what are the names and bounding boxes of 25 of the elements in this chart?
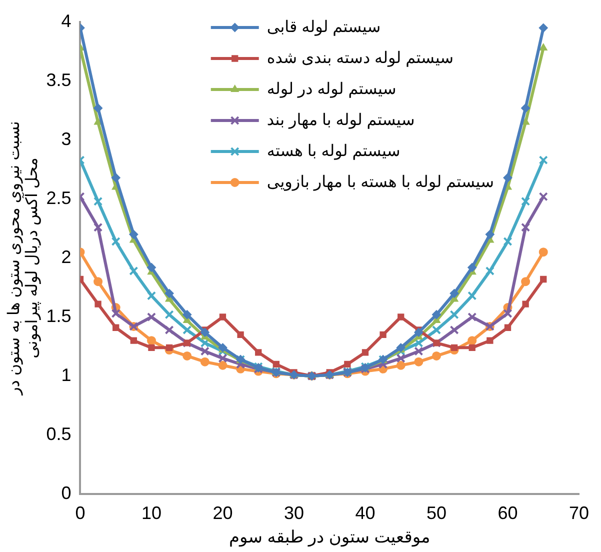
y-tick-label: 4 xyxy=(61,10,72,31)
y-tick-label: 0.5 xyxy=(46,424,72,444)
y-tick-label: 1.5 xyxy=(46,306,72,326)
y-tick-label: 2 xyxy=(61,246,72,267)
x-tick-label: 10 xyxy=(141,502,162,523)
y-tick-label: 1 xyxy=(61,364,72,385)
legend-label: سیستم لوله در لوله xyxy=(266,80,396,98)
y-tick-label: 0 xyxy=(61,482,72,503)
legend-label: سیستم لوله قابی xyxy=(266,18,381,36)
x-tick-label: 50 xyxy=(426,502,447,523)
y-tick-label: 2.5 xyxy=(46,188,72,208)
y-tick-label: 3.5 xyxy=(46,70,72,90)
legend-label: سیستم لوله با مهار بند xyxy=(266,112,415,129)
x-tick-label: 70 xyxy=(568,502,590,523)
x-tick-label: 0 xyxy=(75,502,86,523)
x-tick-label: 20 xyxy=(212,502,233,523)
legend-label: سیستم لوله دسته بندی شده xyxy=(266,50,454,67)
x-tick-label: 60 xyxy=(498,502,518,523)
legend-label: سیستم لوله با هسته با مهار بازویی xyxy=(266,174,494,191)
legend-label: سیستم لوله با هسته xyxy=(266,142,400,160)
y-tick-label: 3 xyxy=(61,128,72,149)
x-tick-label: 40 xyxy=(355,502,376,523)
x-axis-title: موقعیت ستون در طبقه سوم xyxy=(228,527,430,548)
y-axis-title: نسبت نیروی محوری ستون ها به ستون در محل آکس دربال لوله پیرامونی xyxy=(6,121,41,396)
x-tick-label: 30 xyxy=(284,502,304,523)
